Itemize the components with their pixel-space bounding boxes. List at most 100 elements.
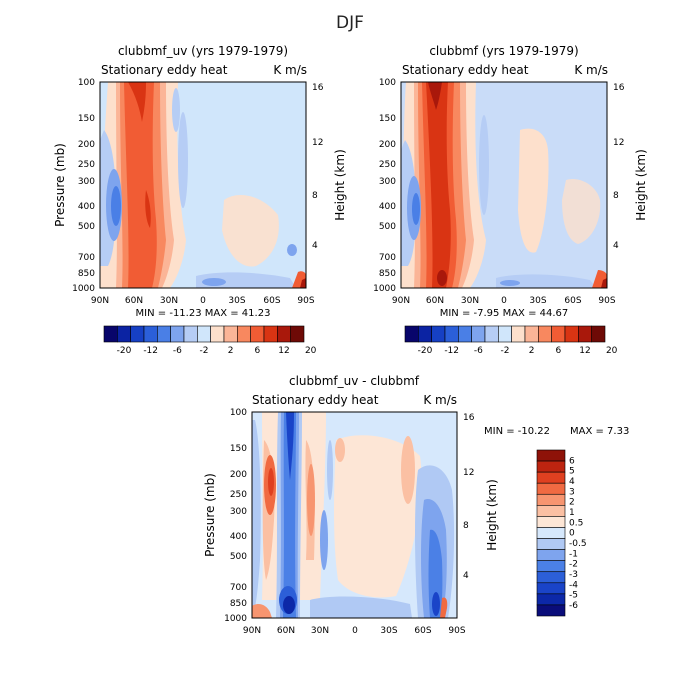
tick-label: 60S — [263, 296, 280, 306]
panel-a-right-axis: 16 12 8 4 — [312, 83, 324, 251]
colorbar-swatch — [170, 325, 185, 343]
tick-label: 500 — [230, 552, 247, 562]
tick-label: 60S — [564, 296, 581, 306]
tick-label: 1000 — [72, 284, 95, 294]
tick-label: 400 — [78, 202, 95, 212]
panel-a-subtitle-left: Stationary eddy heat — [101, 63, 228, 77]
colorbar-swatch — [143, 325, 158, 343]
colorbar-swatch — [498, 325, 512, 343]
panel-b-warm-core-3 — [437, 270, 447, 286]
tick-label: 90N — [392, 296, 410, 306]
panel-a-light-warm-right — [222, 195, 279, 267]
colorbar-swatch — [591, 325, 606, 343]
tick-label: 16 — [312, 83, 324, 93]
colorbar-swatch — [536, 593, 566, 606]
panel-b-title: clubbmf (yrs 1979-1979) — [429, 44, 578, 58]
tick-label: 4 — [463, 571, 469, 581]
tick-label: 90N — [243, 626, 261, 636]
tick-label: 8 — [463, 521, 469, 531]
colorbar-swatch — [183, 325, 198, 343]
colorbar-label: -20 — [418, 346, 433, 356]
tick-label: 8 — [613, 191, 619, 201]
colorbar-label: 6 — [569, 456, 575, 466]
panel-b-polar-warm-2 — [601, 278, 607, 288]
tick-label: 200 — [78, 140, 95, 150]
colorbar-label: 5 — [569, 467, 575, 477]
colorbar-swatch — [157, 325, 171, 343]
tick-label: 150 — [78, 114, 95, 124]
colorbar-label: 0.5 — [569, 518, 583, 528]
tick-label: 500 — [379, 222, 396, 232]
panel-c-cool-streak-2 — [320, 510, 328, 570]
panel-b-surface-cool — [496, 274, 596, 288]
colorbar-label: 0 — [569, 529, 575, 539]
colorbar-label: -5 — [569, 591, 578, 601]
tick-label: 12 — [312, 138, 323, 148]
colorbar-swatch — [536, 538, 566, 550]
colorbar-label: 6 — [555, 346, 561, 356]
tick-label: 16 — [613, 83, 625, 93]
tick-label: 16 — [463, 413, 475, 423]
colorbar-label: -1 — [569, 549, 578, 559]
tick-label: 850 — [230, 599, 247, 609]
colorbar-swatch — [524, 325, 539, 343]
panel-b-surface-cool-2 — [500, 280, 520, 286]
panel-b-y-axis: 100 150 200 250 300 400 500 700 850 1000 — [373, 78, 396, 294]
panel-a-stats: MIN = -11.23 MAX = 41.23 — [136, 308, 271, 319]
panel-c-cool-column-3 — [283, 412, 296, 618]
panel-a-surface-cool-2 — [202, 278, 226, 286]
tick-label: 90S — [448, 626, 465, 636]
tick-label: 90S — [297, 296, 314, 306]
figure-title: DJF — [336, 13, 364, 33]
tick-label: 30N — [461, 296, 479, 306]
panel-b-warm-core-2 — [428, 82, 442, 110]
panel-b-frame — [400, 81, 608, 289]
colorbar-swatch — [578, 325, 592, 343]
panel-b-subtitle-left: Stationary eddy heat — [402, 63, 529, 77]
colorbar-swatch — [538, 325, 552, 343]
colorbar-swatch — [277, 325, 291, 343]
tick-label: 4 — [312, 241, 318, 251]
colorbar-swatch — [536, 604, 566, 617]
panel-b-right-axis: 16 12 8 4 — [613, 83, 625, 251]
tick-label: 60N — [426, 296, 444, 306]
colorbar-label: 6 — [254, 346, 260, 356]
colorbar-label: 1 — [569, 508, 575, 518]
panel-c-warm-cell-2 — [335, 438, 345, 462]
tick-label: 300 — [379, 177, 396, 187]
panel-c-surface-cool — [310, 596, 412, 618]
panel-c-polar-cool-core — [432, 592, 440, 616]
tick-label: 150 — [230, 444, 247, 454]
tick-label: 400 — [230, 532, 247, 542]
colorbar-label: 12 — [278, 346, 289, 356]
colorbar-label: 12 — [579, 346, 590, 356]
colorbar-swatch — [444, 325, 459, 343]
tick-label: 4 — [613, 241, 619, 251]
colorbar-swatch — [237, 325, 251, 343]
tick-label: 30N — [160, 296, 178, 306]
panel-a-ylabel-right: Height (km) — [333, 149, 347, 220]
panel-b-field — [401, 82, 607, 288]
panel-c-y-axis: 100 150 200 250 300 400 500 700 850 1000 — [224, 408, 247, 624]
colorbar-swatch — [130, 325, 145, 343]
tick-label: 100 — [78, 78, 95, 88]
panel-a-cool-core — [111, 186, 121, 226]
panel-c-warm-core-2 — [268, 468, 274, 496]
colorbar-swatch — [431, 325, 446, 343]
panel-c-ylabel-right: Height (km) — [485, 479, 499, 550]
tick-label: 250 — [379, 160, 396, 170]
colorbar-label: -2 — [200, 346, 209, 356]
panel-c-cool-core-2 — [283, 596, 295, 614]
colorbar-swatch — [536, 482, 566, 495]
colorbar-swatch — [471, 325, 486, 343]
panel-a-surface-cool-3 — [287, 244, 297, 256]
panel-clubbmf: clubbmf (yrs 1979-1979) Stationary eddy … — [373, 44, 648, 356]
colorbar-swatch — [536, 505, 566, 517]
colorbar-swatch — [551, 325, 566, 343]
panel-c-polar-warm — [440, 597, 448, 618]
tick-label: 30S — [228, 296, 245, 306]
panel-a-polar-warm-2 — [300, 278, 306, 288]
colorbar-label: 2 — [569, 498, 575, 508]
panel-b-stats: MIN = -7.95 MAX = 44.67 — [440, 308, 569, 319]
colorbar-label: -12 — [444, 346, 459, 356]
